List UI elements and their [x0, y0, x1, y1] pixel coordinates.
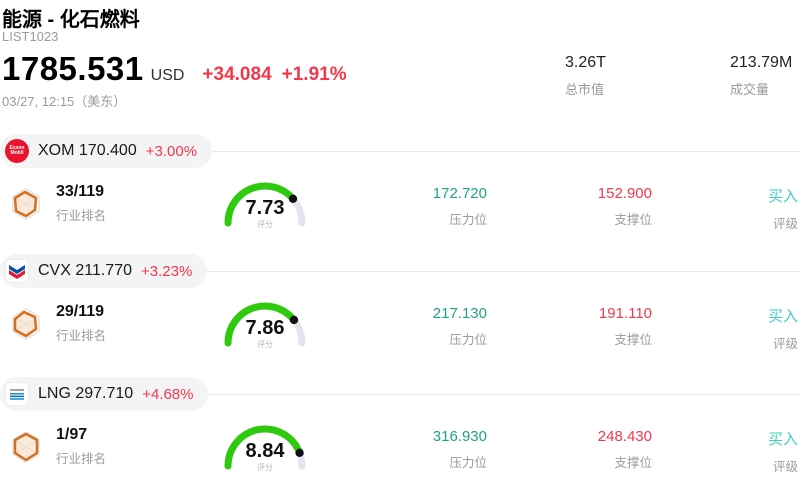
- stock-change-percent: +3.00%: [145, 142, 198, 160]
- market-cap-stat: 3.26T 总市值: [565, 54, 606, 98]
- pressure-label: 压力位: [449, 333, 487, 347]
- rating-block: 买入 评级: [768, 428, 798, 475]
- rating-value: 买入: [767, 188, 798, 205]
- radar-chart-icon: [12, 307, 40, 340]
- volume-value: 213.79M: [730, 54, 793, 71]
- pressure-value: 172.720: [432, 185, 487, 202]
- industry-rank-value: 29/119: [56, 303, 105, 320]
- support-value: 152.900: [597, 185, 652, 202]
- row-divider-line: [0, 394, 800, 395]
- industry-rank-block: 1/97 行业排名: [8, 426, 106, 467]
- market-cap-value: 3.26T: [565, 54, 606, 71]
- stock-pill-lng[interactable]: LNG 297.710 +4.68%: [0, 377, 209, 411]
- rating-block: 买入 评级: [768, 305, 798, 352]
- industry-rank-label: 行业排名: [56, 329, 107, 343]
- score-label: 评分: [257, 340, 273, 349]
- stock-change-percent: +4.68%: [142, 385, 194, 403]
- stock-row-xom: Exxon Mobil XOM 170.400 +3.00% 33/119 行业排…: [0, 134, 800, 256]
- volume-stat: 213.79M 成交量: [730, 54, 792, 98]
- pressure-label: 压力位: [449, 213, 487, 227]
- industry-rank-value: 1/97: [56, 426, 88, 443]
- pressure-level-block: 316.930 压力位: [433, 428, 487, 471]
- exxonmobil-logo-icon: Exxon Mobil: [5, 139, 29, 163]
- rating-label: 评级: [772, 217, 798, 231]
- row-divider-line: [0, 271, 800, 272]
- pressure-level-block: 172.720 压力位: [433, 185, 487, 228]
- support-label: 支撑位: [614, 333, 652, 347]
- page-title: 能源 - 化石燃料: [2, 9, 140, 31]
- pressure-label: 压力位: [449, 456, 487, 470]
- stock-pill-cvx[interactable]: CVX 211.770 +3.23%: [0, 254, 208, 288]
- stock-row-lng: LNG 297.710 +4.68% 1/97 行业排名 8.84 评分: [0, 377, 800, 488]
- score-gauge: 8.84 评分: [221, 414, 309, 484]
- pressure-value: 316.930: [432, 428, 487, 445]
- rating-label: 评级: [772, 460, 798, 474]
- score-value: 7.86: [245, 317, 285, 339]
- score-value: 8.84: [245, 440, 285, 462]
- stock-symbol-price: XOM 170.400: [38, 142, 137, 159]
- quote-timestamp: 03/27, 12:15（美东）: [2, 94, 127, 109]
- volume-label: 成交量: [730, 82, 770, 97]
- stock-symbol-price: LNG 297.710: [38, 385, 134, 402]
- score-value: 7.73: [245, 197, 285, 219]
- cheniere-logo-icon: [5, 382, 29, 406]
- industry-rank-block: 33/119 行业排名: [8, 183, 106, 224]
- price-change: +34.084: [202, 64, 272, 85]
- stock-symbol-price: CVX 211.770: [38, 262, 132, 279]
- stock-change-percent: +3.23%: [141, 262, 193, 280]
- price-change-percent: +1.91%: [281, 64, 347, 85]
- support-level-block: 152.900 支撑位: [598, 185, 652, 228]
- gauge-arc-icon: [224, 302, 306, 347]
- gauge-arc-icon: [224, 425, 306, 470]
- score-label: 评分: [257, 463, 273, 472]
- currency-label: USD: [150, 67, 185, 84]
- industry-rank-block: 29/119 行业排名: [8, 303, 106, 344]
- support-value: 191.110: [598, 305, 652, 322]
- rating-label: 评级: [772, 337, 798, 351]
- industry-rank-label: 行业排名: [56, 452, 107, 466]
- support-level-block: 248.430 支撑位: [598, 428, 652, 471]
- support-label: 支撑位: [614, 213, 652, 227]
- score-gauge: 7.73 评分: [221, 171, 309, 241]
- pressure-value: 217.130: [432, 305, 487, 322]
- chevron-logo-icon: [5, 259, 29, 283]
- index-price: 1785.531: [2, 50, 144, 87]
- price-line: 1785.531 USD +34.084 +1.91%: [2, 50, 347, 88]
- gauge-arc-icon: [224, 182, 306, 227]
- support-level-block: 191.110 支撑位: [599, 305, 652, 348]
- score-gauge: 7.86 评分: [221, 291, 309, 361]
- list-id: LIST1023: [2, 29, 59, 44]
- row-divider-line: [0, 151, 800, 152]
- radar-chart-icon: [12, 430, 40, 463]
- industry-rank-value: 33/119: [56, 183, 105, 200]
- market-cap-label: 总市值: [565, 82, 605, 97]
- stock-row-cvx: CVX 211.770 +3.23% 29/119 行业排名 7.86 评分: [0, 254, 800, 376]
- industry-rank-label: 行业排名: [56, 209, 107, 223]
- header: 能源 - 化石燃料 LIST1023 1785.531 USD +34.084 …: [0, 0, 800, 134]
- score-label: 评分: [257, 220, 273, 229]
- support-value: 248.430: [597, 428, 652, 445]
- rating-block: 买入 评级: [768, 185, 798, 232]
- pressure-level-block: 217.130 压力位: [433, 305, 487, 348]
- stock-pill-xom[interactable]: Exxon Mobil XOM 170.400 +3.00%: [0, 134, 213, 168]
- radar-chart-icon: [12, 187, 40, 220]
- rating-value: 买入: [767, 308, 798, 325]
- support-label: 支撑位: [614, 456, 652, 470]
- rating-value: 买入: [767, 431, 798, 448]
